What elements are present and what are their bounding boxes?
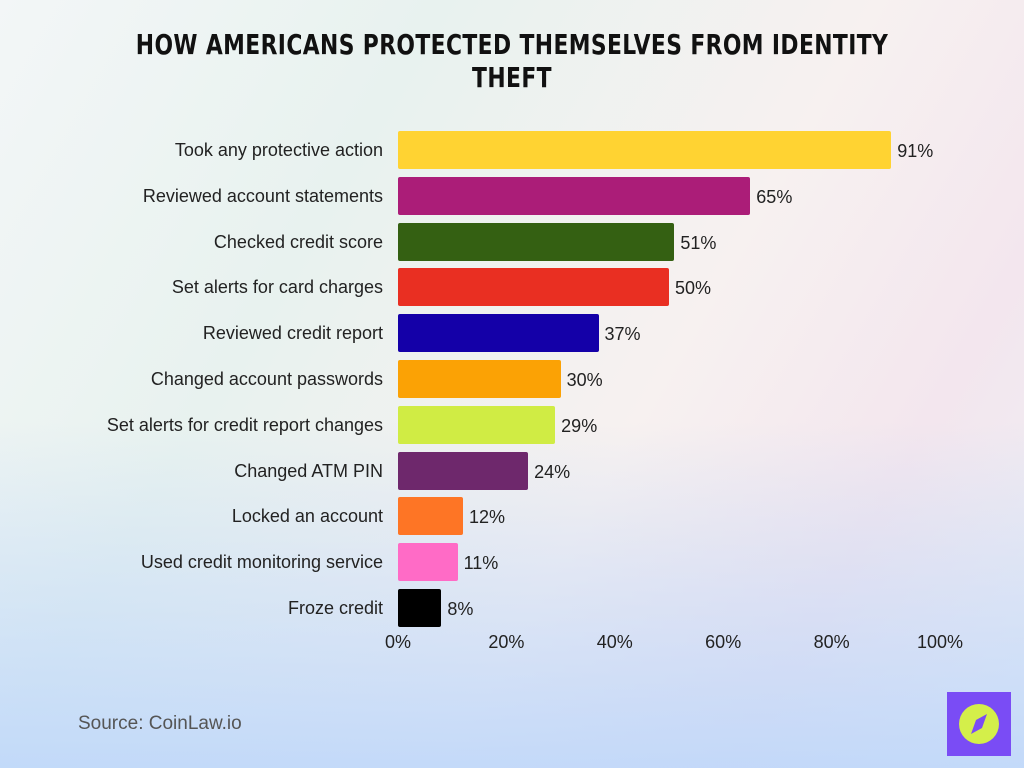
bar-label: Set alerts for card charges: [171, 277, 383, 298]
bar: [398, 268, 669, 307]
bar-value-label: 91%: [897, 141, 934, 161]
bar-row: Checked credit score 51%: [0, 222, 1024, 261]
bar-value-label: 12%: [469, 507, 506, 528]
x-tick-label: 40%: [596, 632, 633, 652]
bar-row: Reviewed credit report 37%: [0, 314, 1024, 353]
bar-label: Checked credit score: [213, 231, 383, 252]
bar-label: Set alerts for credit report changes: [106, 414, 383, 435]
compass-icon: [959, 704, 999, 744]
bar: [398, 451, 529, 490]
x-axis: 0% 20% 40% 60% 80% 100%: [0, 632, 1024, 656]
bar: [398, 543, 458, 582]
bar-row: Used credit monitoring service 11%: [0, 543, 1024, 582]
bar-label: Used credit monitoring service: [140, 552, 383, 573]
bar-value-label: 24%: [534, 461, 571, 482]
x-tick-label: 80%: [813, 632, 850, 652]
bar-value-label: 50%: [675, 278, 712, 299]
bar-label: Changed account passwords: [150, 369, 383, 389]
bar: [398, 131, 892, 169]
bar-row: Froze credit 8%: [0, 589, 1024, 627]
bar: [398, 360, 561, 398]
x-tick-label: 20%: [488, 632, 525, 652]
bar-label: Locked an account: [231, 506, 383, 527]
bar-value-label: 37%: [604, 324, 641, 345]
bar-value-label: 30%: [566, 370, 603, 390]
bar-value-label: 29%: [561, 415, 598, 436]
bar-label: Changed ATM PIN: [234, 460, 383, 481]
bar-value-label: 65%: [756, 186, 793, 207]
bar-value-label: 11%: [463, 553, 499, 574]
bar: [398, 405, 556, 444]
chart-title: How Americans Protected Themselves from …: [135, 28, 889, 94]
bar-row: Changed account passwords 30%: [0, 360, 1024, 398]
bar-label: Took any protective action: [174, 140, 383, 160]
bar: [398, 497, 464, 536]
x-tick-label: 0%: [384, 632, 411, 652]
bar-value-label: 8%: [447, 599, 474, 619]
bar-row: Set alerts for card charges 50%: [0, 268, 1024, 307]
bar: [398, 589, 442, 627]
bar-label: Froze credit: [287, 598, 383, 618]
x-tick-label: 100%: [916, 632, 964, 652]
bar-label: Reviewed account statements: [142, 185, 383, 206]
x-tick-label: 60%: [705, 632, 742, 652]
bar-row: Set alerts for credit report changes 29%: [0, 405, 1024, 444]
logo: [947, 692, 1011, 756]
source-note: Source: CoinLaw.io: [78, 713, 242, 734]
bar-row: Reviewed account statements 65%: [0, 176, 1024, 215]
bar-row: Changed ATM PIN 24%: [0, 451, 1024, 490]
bar-row: Took any protective action 91%: [0, 131, 1024, 169]
bar-row: Locked an account 12%: [0, 497, 1024, 536]
bar-label: Reviewed credit report: [202, 323, 383, 344]
bar: [398, 222, 675, 261]
bar-value-label: 51%: [680, 232, 717, 253]
bar: [398, 176, 751, 215]
bar: [398, 314, 599, 353]
